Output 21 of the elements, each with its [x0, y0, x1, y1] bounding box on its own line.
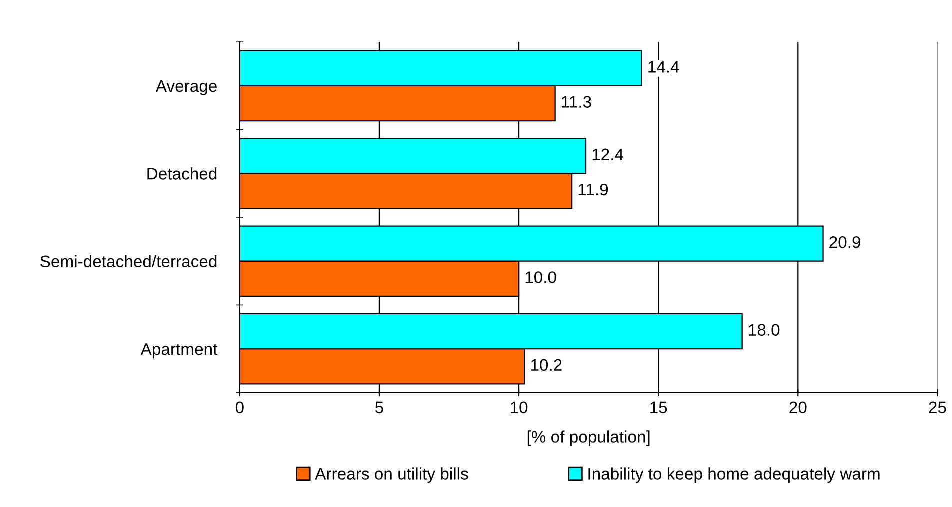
- data-label: 20.9: [830, 236, 860, 248]
- y-tick-label: Average: [156, 80, 217, 96]
- data-label: 14.4: [648, 61, 680, 73]
- y-tick-label: Apartment: [140, 344, 218, 359]
- data-label: 10.0: [526, 272, 556, 284]
- x-axis-title: [% of population]: [528, 430, 650, 446]
- y-tick-label: Detached: [148, 168, 217, 180]
- x-tick-label: 15: [650, 402, 668, 414]
- data-label: 11.3: [562, 96, 592, 108]
- legend-label: Arrears on utility bills: [315, 468, 468, 484]
- y-tick-label: Semi-detached/terraced: [40, 255, 217, 268]
- data-label: 11.9: [578, 184, 608, 196]
- x-tick-label: 0: [236, 402, 244, 414]
- x-tick-label: 10: [511, 402, 528, 414]
- data-label: 12.4: [592, 148, 624, 160]
- legend-label: Inability to keep home adequately warm: [588, 468, 880, 484]
- x-tick-label: 25: [929, 402, 946, 414]
- x-tick-label: 20: [790, 402, 807, 414]
- data-label: 18.0: [749, 324, 780, 336]
- data-label: 10.2: [531, 359, 562, 372]
- x-tick-label: 5: [376, 402, 384, 414]
